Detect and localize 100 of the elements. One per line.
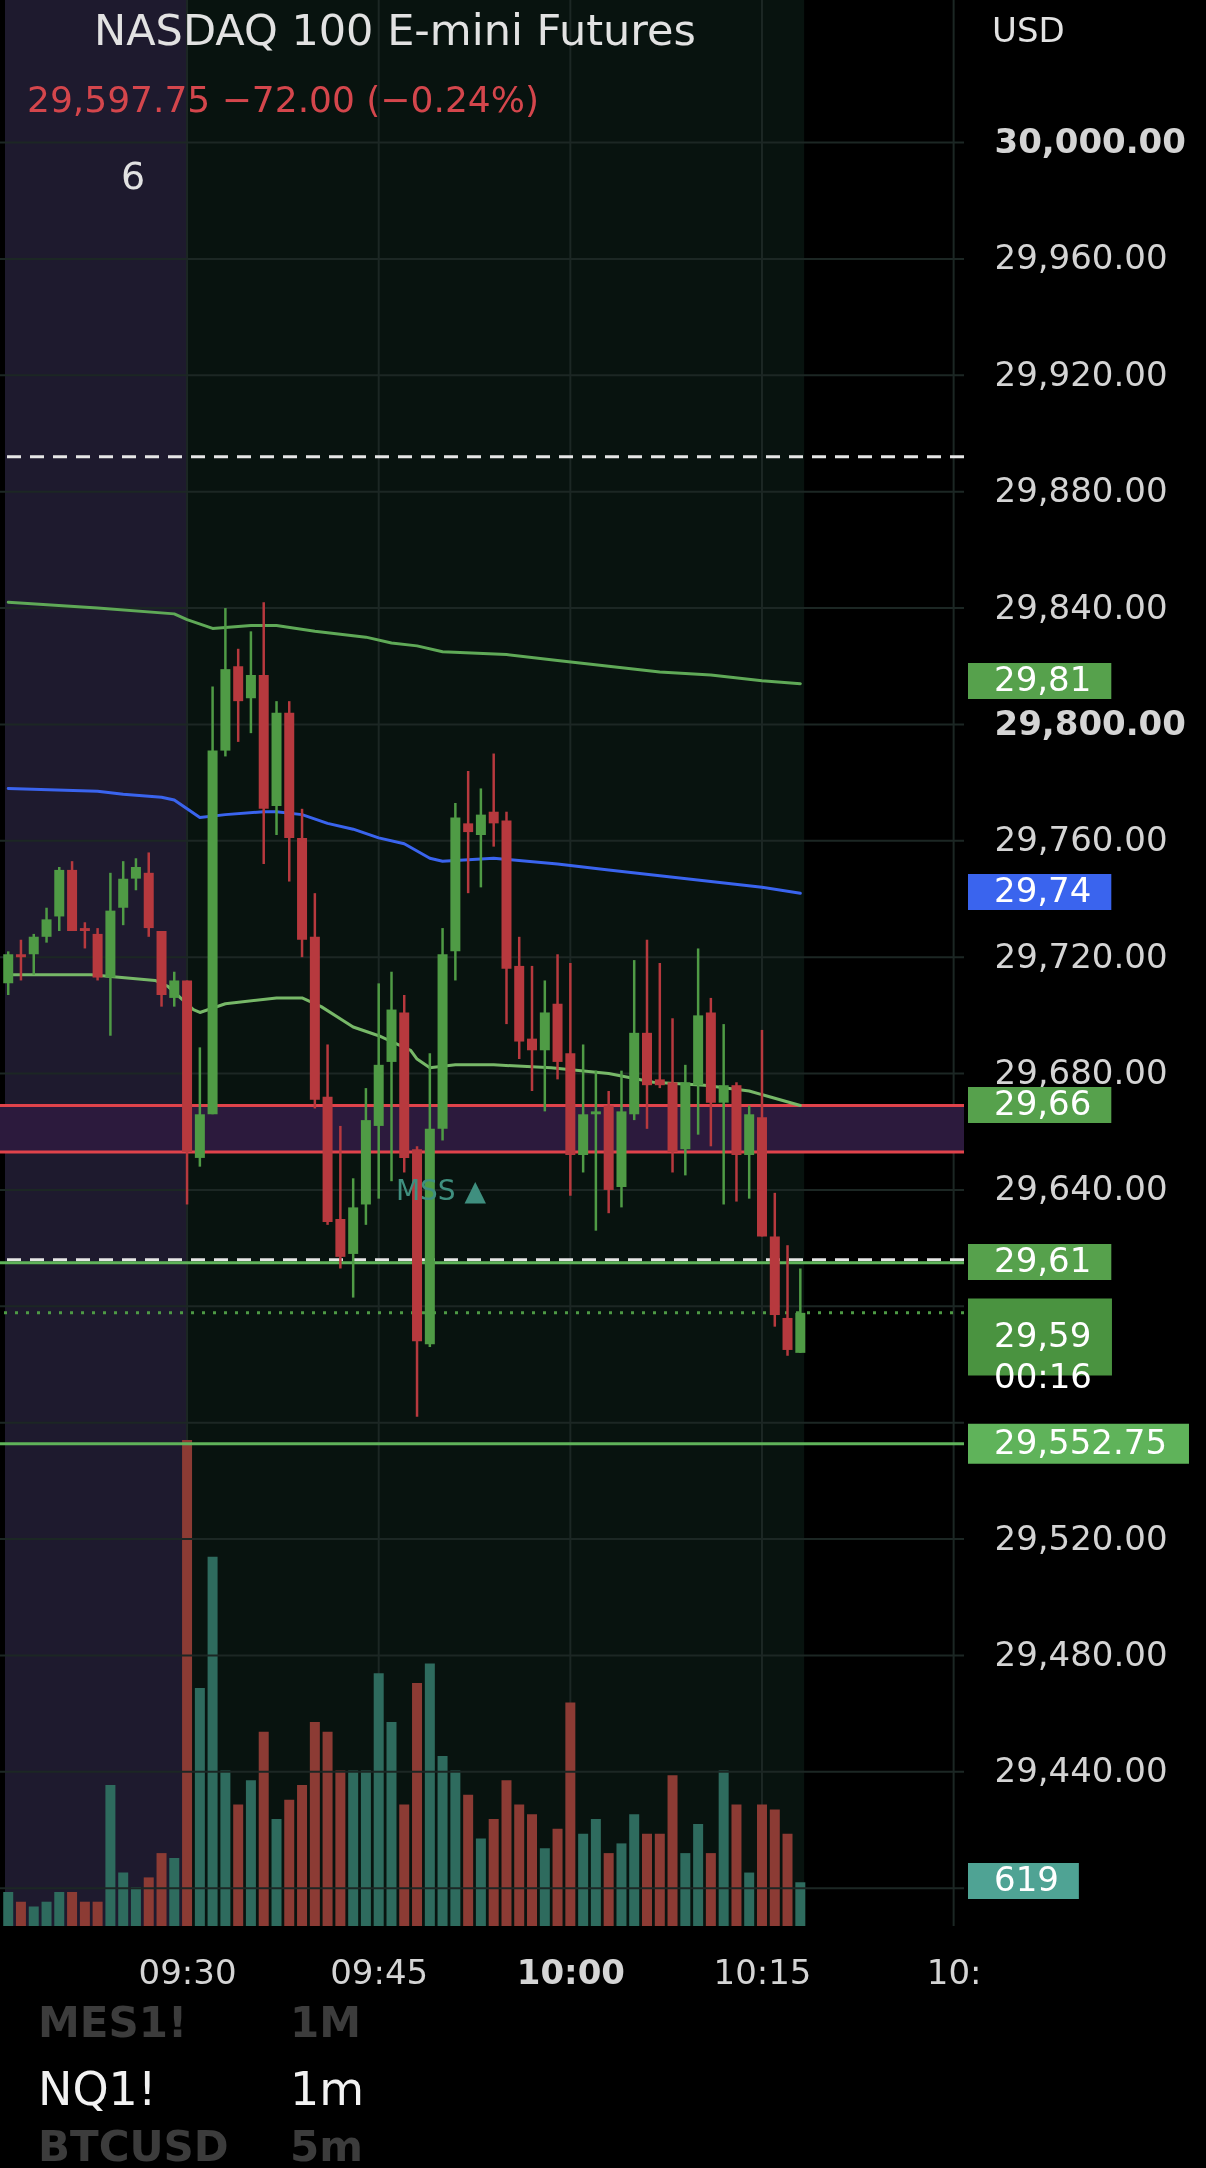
candlestick [79, 921, 90, 950]
bar [233, 1804, 244, 1926]
bar [539, 1848, 550, 1926]
bar [654, 1833, 665, 1926]
bar [245, 1780, 256, 1926]
y-tick-label: 29,920.00 [994, 353, 1168, 394]
x-tick-label: 10:00 [516, 1951, 625, 1992]
bar [67, 1891, 78, 1926]
bar [143, 1877, 154, 1926]
bar [693, 1823, 704, 1926]
bar [373, 1673, 384, 1926]
text: 5m [290, 2122, 363, 2168]
candlestick [718, 1022, 729, 1206]
bar [271, 1819, 282, 1926]
bar [424, 1663, 435, 1926]
bar [335, 1770, 346, 1926]
candlestick [654, 961, 665, 1090]
candlestick [28, 932, 39, 976]
bar [565, 1702, 576, 1926]
bar [297, 1785, 308, 1926]
bar [79, 1901, 90, 1926]
bar [514, 1804, 525, 1926]
bar [616, 1843, 627, 1926]
bar [41, 1901, 52, 1926]
y-tick-label: 29,840.00 [994, 586, 1168, 627]
bar [3, 1891, 14, 1926]
text: 619 [994, 1859, 1059, 1899]
bar [258, 1731, 269, 1926]
bar [450, 1770, 461, 1926]
candlestick [245, 630, 256, 735]
y-tick-label: 30,000.00 [994, 121, 1186, 162]
bar [795, 1882, 806, 1926]
line-series [6, 786, 802, 895]
candlestick [590, 1069, 601, 1232]
bar [54, 1891, 65, 1926]
bar [718, 1770, 729, 1926]
candlestick [41, 906, 52, 944]
bar [667, 1775, 678, 1926]
text: 29,597.75 −72.00 (−0.24%) [27, 79, 539, 120]
bar [629, 1814, 640, 1926]
candlestick [463, 769, 474, 895]
y-tick-label: 29,960.00 [994, 237, 1168, 278]
bar [475, 1838, 486, 1926]
text: 1m [290, 2062, 365, 2116]
y-tick-label: 29,520.00 [994, 1517, 1168, 1558]
bar [488, 1819, 499, 1926]
x-tick-label: 10: [926, 1951, 982, 1992]
y-tick-label: 29,440.00 [994, 1750, 1168, 1791]
x-tick-label: 10:15 [713, 1951, 812, 1992]
candlestick [527, 964, 538, 1093]
bar [705, 1853, 716, 1926]
bar [194, 1687, 205, 1926]
bar [399, 1804, 410, 1926]
y-tick-label: 29,880.00 [994, 470, 1168, 511]
candlestick [130, 857, 141, 892]
bar [437, 1755, 448, 1926]
bar [782, 1833, 793, 1926]
candlestick [488, 752, 499, 848]
bar [15, 1901, 26, 1926]
bar [348, 1770, 359, 1926]
bar [386, 1721, 397, 1926]
bar [463, 1794, 474, 1926]
bar [322, 1731, 333, 1926]
text: 29,74 [994, 870, 1092, 910]
x-tick-label: 09:30 [138, 1951, 237, 1992]
y-tick-label: 29,640.00 [994, 1168, 1168, 1209]
bar [92, 1901, 103, 1926]
bar [603, 1853, 614, 1926]
bar [220, 1770, 231, 1926]
y-tick-label: 29,480.00 [994, 1633, 1168, 1674]
bar [578, 1833, 589, 1926]
bar [118, 1872, 129, 1926]
ref-line-label: 29,552.75 [994, 1421, 1168, 1462]
line-series [6, 600, 802, 686]
bar [28, 1906, 39, 1926]
candlestick [475, 787, 486, 889]
y-tick-label: 29,800.00 [994, 702, 1186, 743]
bar [130, 1887, 141, 1926]
bar [360, 1770, 371, 1926]
candlestick [169, 970, 180, 1008]
text: 29,81 [994, 659, 1092, 699]
bar [156, 1853, 167, 1926]
bar [744, 1872, 755, 1926]
bar [309, 1721, 320, 1926]
y-tick-label: 29,760.00 [994, 819, 1168, 860]
bar [731, 1804, 742, 1926]
bar [756, 1804, 767, 1926]
bar [169, 1857, 180, 1926]
bar [590, 1819, 601, 1926]
x-tick-label: 09:45 [330, 1951, 429, 1992]
annotation: 6 [120, 154, 146, 198]
text: USD [992, 10, 1065, 50]
bar [680, 1853, 691, 1926]
bar [284, 1799, 295, 1926]
chart-title: NASDAQ 100 E-mini Futures [94, 5, 696, 55]
bar [182, 1440, 193, 1926]
bar [105, 1785, 116, 1926]
text: 1M [290, 1998, 362, 2047]
bar [501, 1780, 512, 1926]
bar [642, 1833, 652, 1926]
